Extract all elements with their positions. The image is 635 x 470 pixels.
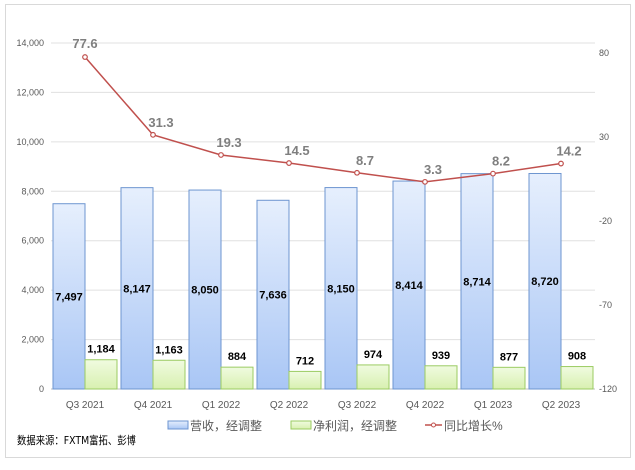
revenue-bar [52, 203, 86, 390]
y-tick-label: 8,000 [21, 186, 44, 196]
revenue-label: 8,050 [191, 285, 219, 297]
revenue-bar [324, 187, 358, 390]
profit-label: 712 [296, 355, 314, 367]
profit-bar [492, 366, 526, 390]
revenue-label: 8,147 [123, 283, 151, 295]
x-tick-label: Q4 2022 [406, 400, 445, 411]
y2-tick-label: 30 [599, 132, 609, 142]
y-tick-label: 4,000 [21, 285, 44, 295]
growth-label: 14.5 [284, 143, 309, 158]
revenue-bar [392, 180, 426, 390]
revenue-bar [120, 187, 154, 390]
profit-bar [560, 366, 594, 390]
x-tick-label: Q3 2022 [338, 400, 377, 411]
growth-point [82, 54, 88, 60]
x-tick-label: Q4 2021 [134, 400, 173, 411]
growth-label: 19.3 [216, 135, 241, 150]
revenue-label: 8,714 [463, 276, 491, 288]
revenue-label: 8,414 [395, 280, 423, 292]
profit-label: 939 [432, 350, 450, 362]
profit-bar [288, 370, 322, 390]
y-tick-label: 12,000 [16, 87, 44, 97]
profit-label: 877 [500, 351, 518, 363]
growth-label: 8.7 [356, 153, 374, 168]
growth-point [558, 160, 564, 167]
legend-label-profit: 净利润，经调整 [313, 418, 397, 433]
y2-tick-label: -120 [599, 384, 617, 394]
revenue-label: 7,497 [55, 291, 83, 303]
growth-label: 14.2 [556, 144, 581, 159]
y2-tick-label: -20 [599, 216, 612, 226]
y2-tick-label: -70 [599, 300, 612, 310]
profit-label: 1,184 [87, 344, 115, 356]
x-tick-label: Q2 2022 [270, 400, 309, 411]
revenue-bar [188, 189, 222, 390]
profit-label: 908 [568, 351, 586, 363]
y-tick-label: 14,000 [16, 38, 44, 48]
legend-label-revenue: 营收，经调整 [190, 418, 262, 433]
y-tick-label: 2,000 [21, 335, 44, 345]
profit-label: 884 [228, 351, 247, 363]
profit-bar [84, 359, 118, 390]
x-tick-label: Q3 2021 [66, 400, 105, 411]
y-tick-label: 0 [39, 384, 44, 394]
growth-label: 3.3 [424, 162, 442, 177]
growth-point [490, 170, 496, 177]
growth-point [354, 169, 360, 176]
revenue-label: 8,720 [531, 276, 559, 288]
profit-bar [356, 364, 390, 390]
y2-tick-label: 80 [599, 48, 609, 58]
profit-label: 974 [364, 349, 383, 361]
growth-label: 31.3 [148, 115, 173, 130]
growth-point [286, 160, 292, 166]
revenue-bar [460, 173, 494, 390]
legend-label-growth: 同比增长% [444, 419, 503, 433]
x-tick-label: Q1 2022 [202, 400, 241, 411]
growth-point [422, 178, 428, 185]
y-tick-label: 10,000 [16, 137, 44, 147]
y-tick-label: 6,000 [21, 236, 44, 246]
legend-swatch-revenue [167, 420, 189, 430]
growth-line [84, 56, 562, 183]
source-note: 数据来源：FXTM富拓、彭博 [17, 434, 136, 447]
revenue-bar [528, 172, 562, 390]
x-tick-label: Q1 2023 [474, 400, 513, 411]
growth-point [218, 152, 224, 158]
profit-bar [152, 359, 186, 390]
growth-label: 8.2 [492, 154, 510, 169]
growth-point [150, 131, 156, 138]
legend-marker-growth [431, 422, 436, 428]
x-tick-label: Q2 2023 [542, 400, 581, 411]
revenue-label: 7,636 [259, 290, 287, 302]
profit-label: 1,163 [155, 344, 183, 356]
growth-label: 77.6 [72, 36, 97, 51]
legend-swatch-profit [290, 420, 312, 430]
revenue-label: 8,150 [327, 283, 355, 295]
profit-bar [424, 365, 458, 390]
profit-bar [220, 366, 254, 390]
revenue-bar [256, 199, 290, 390]
